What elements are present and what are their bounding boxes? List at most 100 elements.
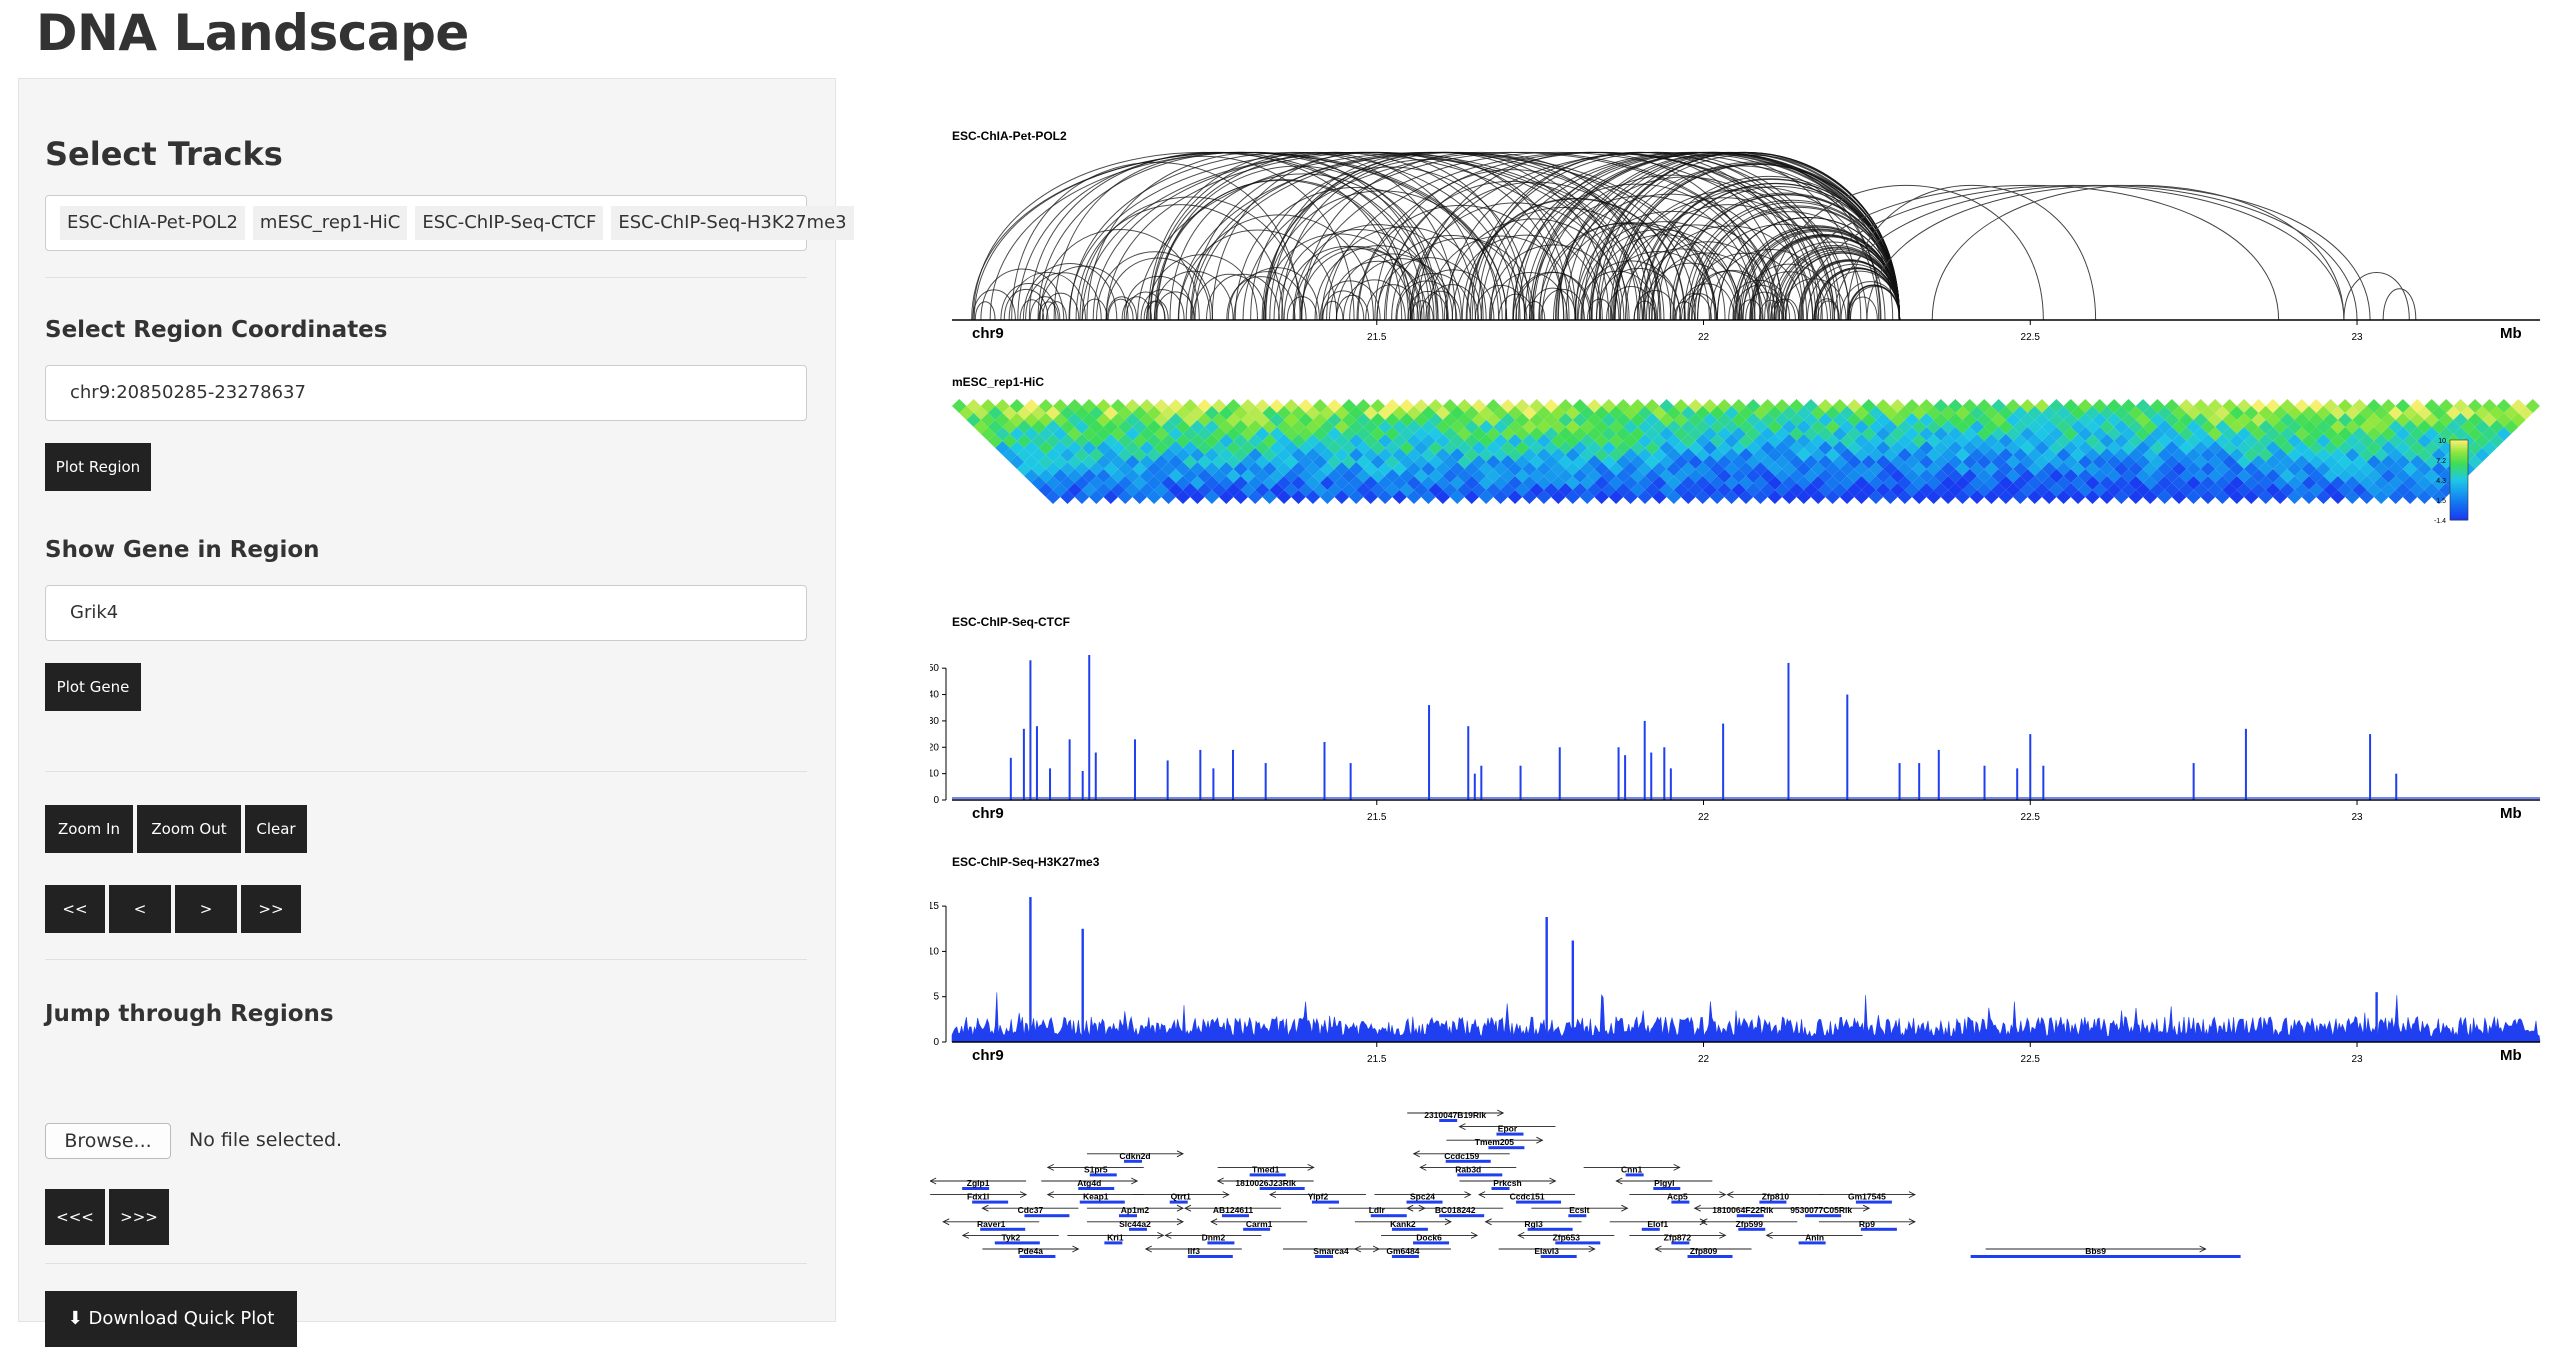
nav-far-right-button[interactable]: >> xyxy=(241,885,301,933)
hic-cell xyxy=(1464,420,1479,434)
hic-cell xyxy=(1486,427,1501,441)
hic-cell xyxy=(2034,469,2050,483)
hic-cell xyxy=(1413,399,1429,413)
hic-cell xyxy=(1803,399,1819,413)
nav-left-button[interactable]: < xyxy=(109,885,171,933)
gene-exon-block xyxy=(1860,1227,1897,1231)
plot-region-button[interactable]: Plot Region xyxy=(45,443,151,491)
ctcf-peak-bar xyxy=(1199,749,1202,800)
hic-cell xyxy=(995,427,1010,441)
y-tick-label: 5 xyxy=(933,992,939,1003)
track-chip[interactable]: ESC-ChIP-Seq-H3K27me3 xyxy=(611,206,854,240)
h3k27me3-signal xyxy=(951,992,2541,1043)
hic-cell xyxy=(1154,399,1169,413)
interaction-arc xyxy=(1541,222,1716,321)
zoom-out-button[interactable]: Zoom Out xyxy=(137,805,241,853)
clear-button[interactable]: Clear xyxy=(245,805,307,853)
hic-cell xyxy=(1190,476,1205,490)
hic-cell xyxy=(1356,399,1371,413)
plot-gene-button[interactable]: Plot Gene xyxy=(45,663,141,711)
gene-direction-arrow xyxy=(1268,1191,1277,1199)
hic-cell xyxy=(1190,420,1205,434)
hic-cell xyxy=(1572,399,1588,413)
jump-prev-button[interactable]: <<< xyxy=(45,1189,105,1245)
ctcf-peak-bar xyxy=(1983,765,1986,800)
hic-cell xyxy=(1175,476,1191,490)
hic-cell xyxy=(1536,490,1552,504)
hic-cell xyxy=(2193,427,2208,441)
ctcf-peak-bar xyxy=(1650,752,1653,800)
hic-cell xyxy=(1717,441,1732,455)
hic-cell xyxy=(1031,420,1046,434)
browse-button[interactable]: Browse... xyxy=(45,1123,171,1159)
gene-direction-arrow xyxy=(1157,1231,1165,1239)
hic-cell xyxy=(1334,420,1349,434)
gene-input[interactable]: Grik4 xyxy=(45,585,807,641)
hic-cell xyxy=(1594,406,1609,420)
region-heading: Select Region Coordinates xyxy=(45,317,388,343)
hic-cell xyxy=(1219,476,1234,490)
hic-cell xyxy=(1839,462,1855,476)
hic-cell xyxy=(1760,483,1775,497)
hic-cell xyxy=(1305,420,1321,434)
colorbar-tick-label: 10 xyxy=(2438,438,2446,445)
hic-cell xyxy=(1089,490,1104,504)
hic-cell xyxy=(1616,441,1631,455)
hic-cell xyxy=(1644,427,1660,441)
hic-cell xyxy=(2085,434,2100,448)
hic-cell xyxy=(2099,448,2115,462)
hic-cell xyxy=(1349,490,1364,504)
hic-cell xyxy=(1637,448,1653,462)
track-title: ESC-ChIA-Pet-POL2 xyxy=(952,129,1067,143)
hic-cell xyxy=(1255,399,1270,413)
hic-cell xyxy=(1284,469,1299,483)
hic-cell xyxy=(1673,427,1689,441)
track-chip[interactable]: mESC_rep1-HiC xyxy=(252,206,408,240)
zoom-in-button[interactable]: Zoom In xyxy=(45,805,133,853)
download-quick-plot-button[interactable]: ⬇︎ Download Quick Plot xyxy=(45,1291,297,1347)
hic-cell xyxy=(1796,490,1811,504)
hic-cell xyxy=(1320,448,1335,462)
interaction-arc xyxy=(1242,151,1779,321)
jump-next-button[interactable]: >>> xyxy=(109,1189,169,1245)
track-chip[interactable]: ESC-ChIP-Seq-CTCF xyxy=(415,206,604,240)
hic-cell xyxy=(1868,406,1884,420)
hic-cell xyxy=(2280,483,2295,497)
hic-cell xyxy=(1413,413,1429,427)
gene-label: Zfp599 xyxy=(1736,1219,1764,1229)
hic-cell xyxy=(1334,462,1349,476)
hic-cell xyxy=(2207,455,2223,469)
hic-cell xyxy=(1883,476,1898,490)
track-chip[interactable]: ESC-ChIA-Pet-POL2 xyxy=(60,206,245,240)
hic-cell xyxy=(1810,476,1826,490)
hic-cell xyxy=(1753,434,1768,448)
hic-cell xyxy=(2056,406,2071,420)
hic-cell xyxy=(1031,476,1046,490)
hic-cell xyxy=(1413,483,1429,497)
nav-right-button[interactable]: > xyxy=(175,885,237,933)
divider xyxy=(45,1263,807,1264)
hic-cell xyxy=(1428,483,1443,497)
track-selector[interactable]: ESC-ChIA-Pet-POL2 mESC_rep1-HiC ESC-ChIP… xyxy=(45,195,854,251)
interaction-arc xyxy=(1169,173,1437,321)
region-input[interactable]: chr9:20850285-23278637 xyxy=(45,365,807,421)
hic-cell xyxy=(2236,483,2252,497)
colorbar-segment xyxy=(2450,474,2468,477)
hic-cell xyxy=(1262,448,1277,462)
colorbar-tick-label: -1.4 xyxy=(2434,518,2446,525)
hic-cell xyxy=(1255,483,1270,497)
ctcf-peak-bar xyxy=(1029,660,1032,800)
hic-cell xyxy=(2034,483,2050,497)
hic-cell xyxy=(1053,413,1068,427)
hic-cell xyxy=(1009,399,1025,413)
hic-cell xyxy=(1717,399,1732,413)
hic-cell xyxy=(1529,441,1544,455)
hic-cell xyxy=(1211,455,1227,469)
interaction-arc xyxy=(1155,179,1412,321)
nav-far-left-button[interactable]: << xyxy=(45,885,105,933)
hic-cell xyxy=(1717,469,1732,483)
hic-cell xyxy=(1089,434,1104,448)
hic-cell xyxy=(2215,448,2230,462)
hic-cell xyxy=(1659,455,1674,469)
colorbar-segment xyxy=(2450,482,2468,485)
